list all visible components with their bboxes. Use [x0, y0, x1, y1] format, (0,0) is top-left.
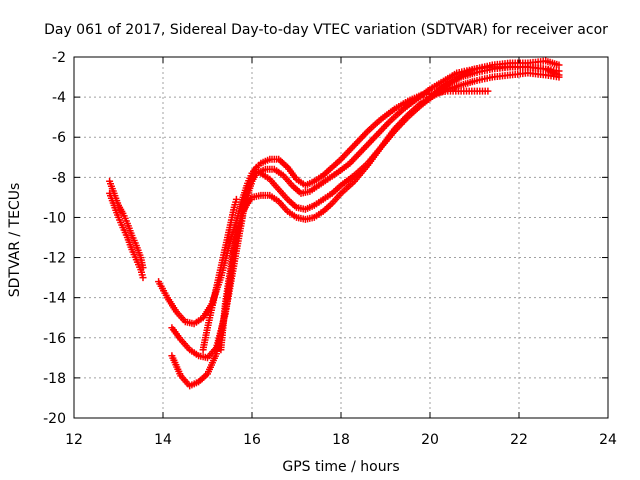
x-axis-label: GPS time / hours: [282, 459, 399, 475]
satellite-track-2: [106, 189, 147, 282]
y-tick-label: -6: [52, 130, 66, 146]
axis-layer: 12 14 16 18 20 22 24 -2 -4 -6 -8 -10 -12 -14 -16 -18 -20: [43, 50, 617, 448]
y-tick-label: -8: [52, 170, 66, 186]
y-tick-label: -20: [43, 411, 66, 427]
series-line: [157, 90, 489, 325]
series-markers: [155, 87, 492, 328]
y-tick-label: -4: [52, 90, 66, 106]
chart-title: Day 061 of 2017, Sidereal Day-to-day VTE…: [44, 22, 608, 38]
satellite-track-6: [199, 195, 240, 354]
y-tick-label: -14: [43, 291, 66, 307]
x-tick-label: 16: [243, 432, 261, 448]
series-layer: [106, 57, 563, 390]
series-markers: [217, 69, 563, 354]
y-tick-label: -2: [52, 50, 66, 66]
x-tick-label: 18: [332, 432, 350, 448]
y-tick-label: -16: [43, 331, 66, 347]
satellite-track-7: [217, 69, 563, 354]
x-tick-label: 20: [421, 432, 439, 448]
y-tick-label: -12: [43, 251, 66, 267]
y-tick-label: -10: [43, 210, 66, 226]
x-tick-label: 12: [65, 432, 83, 448]
x-tick-label: 14: [154, 432, 172, 448]
y-tick-label: -18: [43, 371, 66, 387]
series-markers: [431, 57, 563, 97]
series-markers: [199, 195, 240, 354]
satellite-track-1: [106, 177, 147, 272]
series-markers: [106, 177, 147, 272]
x-tick-label: 24: [599, 432, 617, 448]
grid-layer: [74, 57, 608, 418]
x-tick-label: 22: [510, 432, 528, 448]
satellite-track-5: [168, 63, 563, 390]
y-axis-label: SDTVAR / TECUs: [7, 183, 23, 298]
satellite-track-3: [155, 87, 492, 328]
satellite-track-8: [431, 57, 563, 97]
series-markers: [106, 189, 147, 282]
series-markers: [168, 63, 563, 390]
